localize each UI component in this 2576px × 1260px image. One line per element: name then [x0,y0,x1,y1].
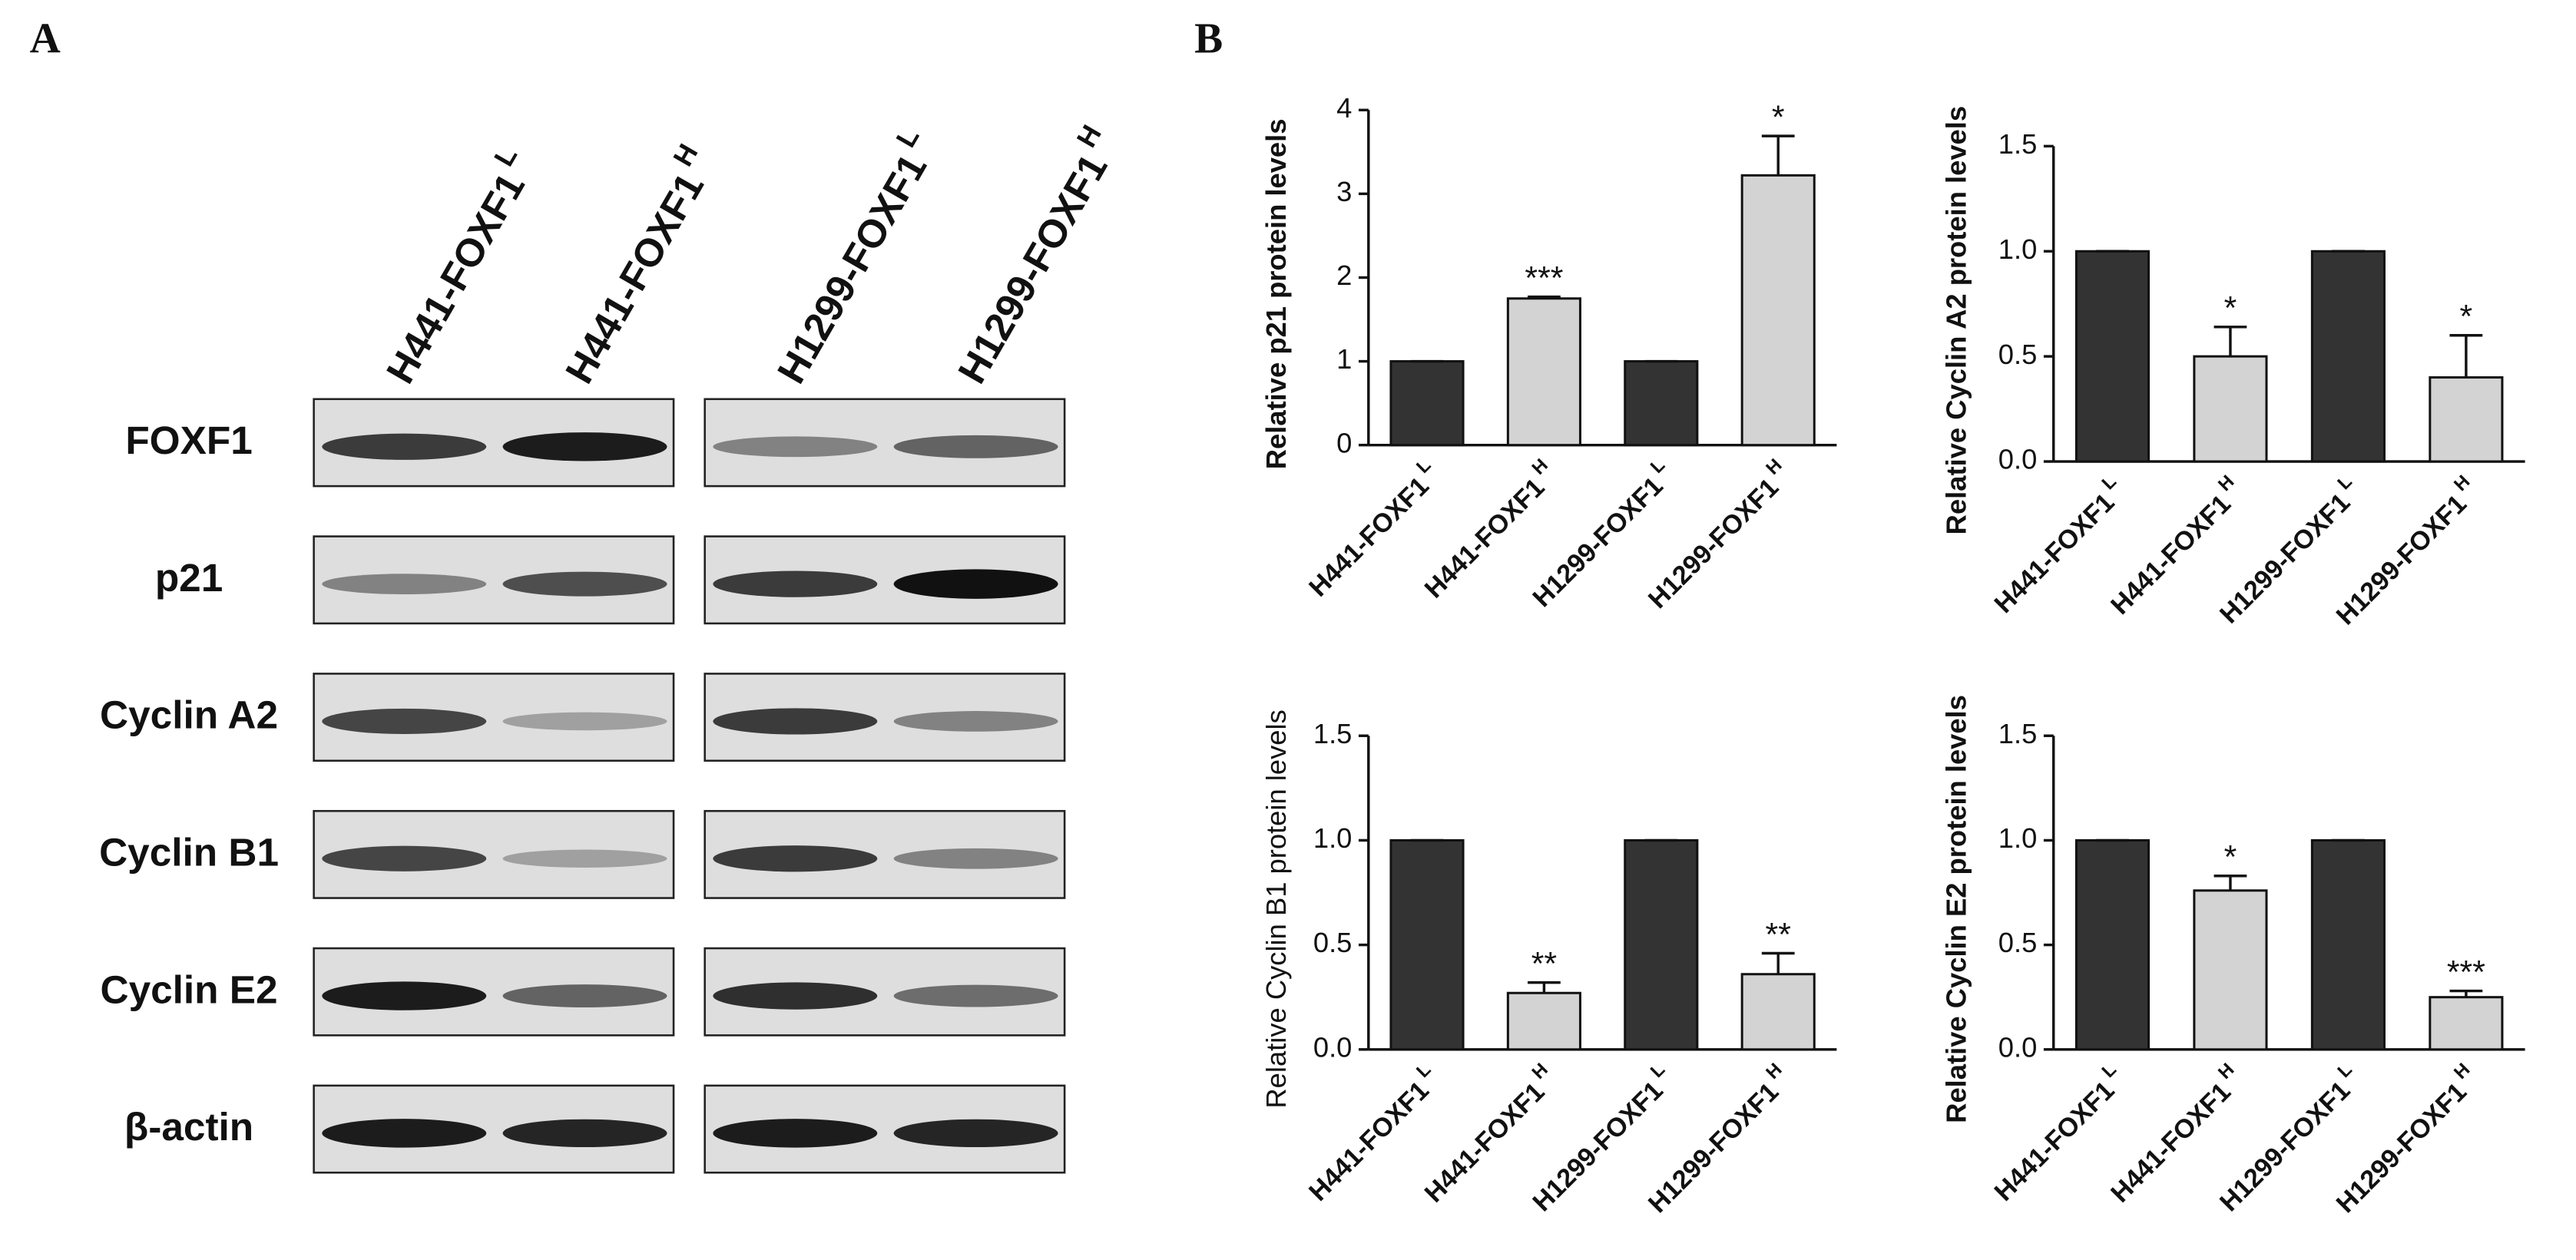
x-tick-label-text: H441-FOXF1 [1419,1077,1551,1209]
protein-label: Cyclin A2 [100,693,278,737]
blot-band [713,708,878,735]
lane-label: H441-FOXF1H [548,139,724,391]
blot-band [893,848,1058,869]
x-tick-label-text: H441-FOXF1 [2105,1077,2237,1209]
x-tick-label-text: H441-FOXF1 [2105,489,2237,620]
y-axis-label: Relative Cyclin E2 protein levels [1940,695,1972,1123]
lane-label: H441-FOXF1L [368,141,543,390]
y-tick-label: 3 [1336,176,1352,207]
bar [1506,991,1581,1051]
x-tick-label-text: H441-FOXF1 [1419,473,1551,604]
blot-band [322,981,487,1010]
bar [1740,973,1816,1051]
blot-band [502,1119,667,1148]
significance-label: * [1772,99,1785,136]
blot-band [713,436,878,458]
y-tick-label: 1 [1336,343,1352,375]
y-axis-label: Relative p21 protein levels [1260,119,1292,470]
lane-label: H1299-FOXF1H [940,120,1128,391]
x-tick-label-text: H441-FOXF1 [1303,1076,1435,1207]
blot-band [713,1119,878,1148]
lane-label-text: H1299-FOXF1 [769,147,935,391]
protein-label: Cyclin E2 [101,967,278,1011]
blot-band [893,1119,1058,1148]
blot-band [322,1119,487,1148]
x-tick-label: H1299-FOXF1H [2326,1060,2485,1219]
x-tick-label-text: H441-FOXF1 [1989,488,2121,619]
y-tick-label: 1.5 [1998,718,2038,749]
x-tick-label: H1299-FOXF1H [1638,1060,1797,1219]
significance-label: ** [1531,946,1557,983]
x-tick-label: H1299-FOXF1H [2326,471,2485,630]
blot-band [893,711,1058,732]
bar [2429,376,2504,463]
y-tick-label: 1.5 [1998,128,2038,160]
bar [1389,838,1465,1051]
bar [2429,996,2504,1051]
blot-band [893,435,1058,458]
y-tick-label: 1.5 [1313,718,1353,749]
x-tick-label-text: H441-FOXF1 [1303,471,1435,603]
significance-label: *** [2447,954,2485,990]
bar [2310,250,2386,463]
y-tick-label: 2 [1336,260,1352,291]
blot-band [502,571,667,597]
blot-membrane [704,673,1066,762]
significance-label: ** [1766,916,1791,953]
protein-label: β-actin [124,1105,253,1149]
y-tick-label: 0.0 [1998,444,2038,475]
y-tick-label: 0 [1336,427,1352,458]
blot-band [502,849,667,868]
blot-band [502,712,667,731]
y-tick-label: 1.0 [1998,822,2038,854]
bar [1740,174,1816,447]
blot-band [322,574,487,594]
blot-band [502,984,667,1008]
y-tick-label: 0.0 [1313,1031,1353,1063]
x-tick-label-text: H441-FOXF1 [1989,1076,2121,1207]
lane-label-text: H1299-FOXF1 [949,147,1115,391]
bar [2193,889,2268,1051]
y-tick-label: 0.0 [1998,1031,2038,1063]
bar [1624,838,1699,1051]
protein-label: Cyclin B1 [99,831,279,875]
y-tick-label: 0.5 [1998,927,2038,958]
blot-band [893,984,1058,1007]
y-tick-label: 1.0 [1998,233,2038,265]
lane-label-text: H441-FOXF1 [378,166,533,391]
blot-band [502,432,667,461]
bar [2193,355,2268,463]
protein-label: p21 [155,556,223,600]
significance-label: * [2224,839,2237,876]
blot-band [713,982,878,1010]
bar [2074,838,2151,1051]
bar [2310,838,2386,1051]
bar [1624,360,1699,447]
blot-band [322,433,487,460]
bar [2074,250,2151,463]
panel-letter: A [30,15,61,62]
blot-band [713,570,878,597]
significance-label: * [2224,290,2237,327]
y-axis-label: Relative Cyclin B1 protein levels [1260,709,1292,1108]
bar [1506,297,1581,447]
significance-label: * [2460,299,2473,336]
y-tick-label: 1.0 [1313,822,1353,854]
blot-band [893,569,1058,599]
y-tick-label: 0.5 [1313,927,1353,958]
lane-label: H1299-FOXF1L [760,122,946,390]
y-axis-label: Relative Cyclin A2 protein levels [1940,106,1972,534]
protein-label: FOXF1 [125,418,252,462]
blot-band [713,845,878,872]
blot-band [322,708,487,735]
y-tick-label: 4 [1336,92,1352,124]
blot-band [322,845,487,871]
lane-label-text: H441-FOXF1 [557,166,712,391]
panel-letter: B [1194,15,1223,62]
significance-label: *** [1525,260,1563,296]
x-tick-label: H1299-FOXF1H [1638,455,1797,614]
bar [1389,360,1465,447]
y-tick-label: 0.5 [1998,339,2038,370]
